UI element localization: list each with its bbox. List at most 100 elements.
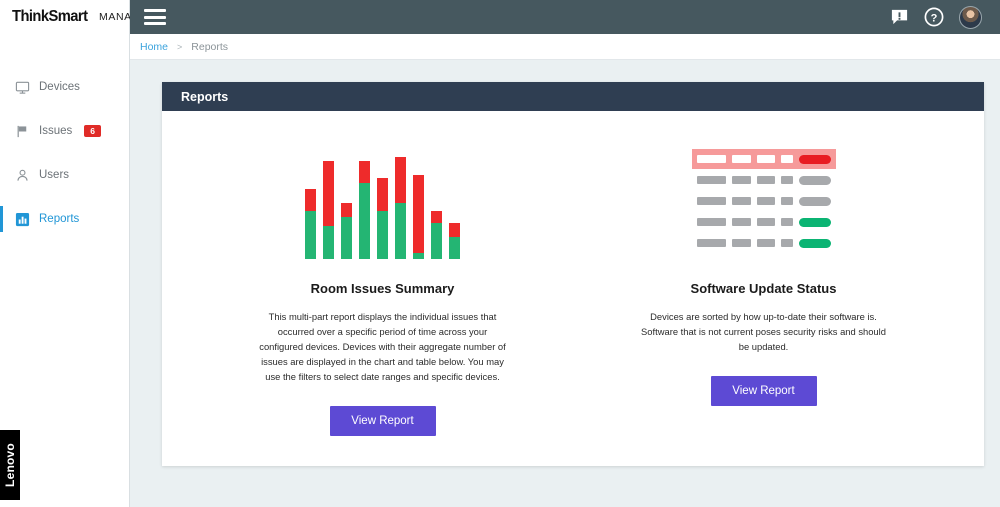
bar-segment-red (449, 223, 460, 237)
bar-column (449, 223, 460, 259)
status-badge-current (799, 217, 831, 227)
table-cell (781, 197, 794, 205)
bar-column (413, 175, 424, 259)
person-icon (14, 167, 30, 183)
breadcrumb: Home > Reports (130, 34, 1000, 60)
top-header-bar: ? (130, 0, 1000, 34)
bar-column (359, 161, 370, 259)
bar-chart-icon (14, 211, 30, 227)
breadcrumb-home-link[interactable]: Home (140, 40, 169, 53)
table-cell (696, 239, 726, 247)
brand-logo: ThinkSmart MANAGER (0, 0, 156, 34)
table-cell (696, 176, 726, 184)
status-table-illustration (691, 147, 836, 259)
bar-column (341, 203, 352, 259)
table-row (696, 238, 831, 248)
table-cell (757, 239, 776, 247)
status-badge-neutral (799, 196, 831, 206)
table-cell (731, 239, 752, 247)
stacked-bar-chart-illustration (305, 147, 460, 259)
report-tile-software-update: Software Update Status Devices are sorte… (599, 147, 929, 436)
bar-segment-green (377, 211, 388, 259)
table-cell (781, 218, 794, 226)
page-content: Reports (130, 60, 1000, 507)
table-row (696, 196, 831, 206)
table-cell (696, 218, 726, 226)
hamburger-bar (144, 22, 166, 25)
breadcrumb-separator: > (177, 41, 183, 52)
table-cell (781, 239, 794, 247)
table-cell (781, 155, 794, 163)
flag-icon (14, 123, 30, 139)
monitor-icon (14, 79, 30, 95)
page-title: Reports (181, 89, 229, 104)
bar-segment-green (341, 217, 352, 259)
table-cell (757, 218, 776, 226)
bar-segment-red (431, 211, 442, 223)
issues-count-badge: 6 (84, 124, 101, 138)
table-cell (696, 155, 726, 163)
bar-segment-red (413, 175, 424, 253)
table-cell (757, 176, 776, 184)
table-cell (757, 155, 776, 163)
sidebar: ThinkSmart MANAGER Devices (0, 0, 156, 507)
bar-segment-green (305, 211, 316, 259)
table-cell (731, 176, 752, 184)
status-badge-neutral (799, 175, 831, 185)
lenovo-logo: Lenovo (0, 430, 20, 500)
sidebar-item-reports[interactable]: Reports (0, 204, 129, 234)
tile-description: This multi-part report displays the indi… (259, 311, 506, 383)
status-badge-out-of-date (799, 154, 831, 164)
status-table (691, 149, 836, 259)
header-actions: ? (890, 5, 982, 29)
table-row (696, 175, 831, 185)
table-row (696, 217, 831, 227)
bar-column (305, 189, 316, 259)
card-body: Room Issues Summary This multi-part repo… (162, 111, 984, 437)
sidebar-item-issues[interactable]: Issues 6 (0, 116, 129, 146)
lenovo-logo-text: Lenovo (3, 443, 17, 487)
sidebar-item-devices[interactable]: Devices (0, 72, 129, 102)
hamburger-bar (144, 9, 166, 12)
view-report-button-room-issues[interactable]: View Report (329, 406, 436, 437)
hamburger-bar (144, 15, 166, 19)
alert-message-icon[interactable] (890, 8, 909, 27)
svg-text:?: ? (931, 12, 938, 24)
bar-segment-green (413, 253, 424, 259)
report-tile-room-issues: Room Issues Summary This multi-part repo… (218, 147, 548, 437)
reports-card: Reports (162, 82, 984, 466)
bar-segment-red (305, 189, 316, 211)
bar-segment-red (395, 157, 406, 203)
table-row (691, 149, 836, 169)
tile-title: Room Issues Summary (310, 281, 455, 296)
help-question-icon[interactable]: ? (924, 7, 944, 27)
brand-thinksmart: ThinkSmart (12, 8, 88, 25)
view-report-button-software-update[interactable]: View Report (710, 376, 817, 407)
breadcrumb-current: Reports (191, 40, 229, 53)
table-cell (731, 197, 752, 205)
bar-chart (305, 154, 460, 259)
table-cell (696, 197, 726, 205)
hamburger-icon[interactable] (144, 9, 166, 25)
table-cell (731, 218, 752, 226)
bar-segment-red (377, 178, 388, 211)
tile-title: Software Update Status (690, 281, 837, 296)
sidebar-nav: Devices Issues 6 (0, 72, 129, 234)
table-cell (731, 155, 752, 163)
user-avatar[interactable] (959, 5, 982, 29)
table-cell (757, 197, 776, 205)
bar-segment-green (449, 237, 460, 259)
bar-column (323, 161, 334, 259)
bar-segment-red (341, 203, 352, 217)
status-badge-current (799, 238, 831, 248)
bar-segment-green (431, 223, 442, 259)
bar-segment-red (323, 161, 334, 226)
sidebar-item-users[interactable]: Users (0, 160, 129, 190)
sidebar-item-label: Issues (39, 125, 73, 137)
table-cell (781, 176, 794, 184)
bar-segment-red (359, 161, 370, 183)
bar-column (395, 157, 406, 259)
bar-segment-green (395, 203, 406, 259)
tile-description: Devices are sorted by how up-to-date the… (641, 311, 886, 353)
